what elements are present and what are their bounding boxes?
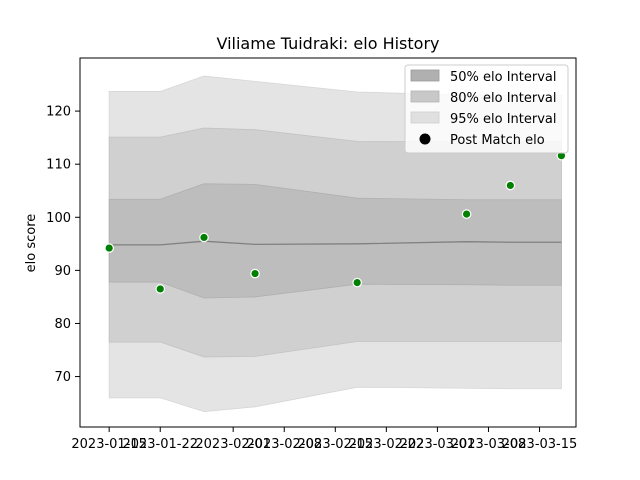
legend-label: 80% elo Interval xyxy=(450,91,557,106)
y-axis: 70 80 90 100 110 120 xyxy=(46,105,80,385)
legend-marker xyxy=(419,133,431,145)
x-tick-label: 2023-02-01 xyxy=(195,437,271,452)
x-tick-label: 2023-01-22 xyxy=(122,437,198,452)
x-tick-label: 2023-03-01 xyxy=(400,437,476,452)
post-match-point xyxy=(352,277,362,288)
legend-swatch xyxy=(410,111,440,124)
x-tick-label: 2023-01-15 xyxy=(71,437,147,452)
post-match-point xyxy=(155,284,166,294)
legend-swatch xyxy=(410,90,440,103)
x-tick-label: 2023-03-08 xyxy=(451,437,527,452)
post-match-point xyxy=(505,180,516,191)
x-tick-label: 2023-03-15 xyxy=(502,437,578,452)
y-tick-label: 90 xyxy=(54,264,71,279)
plot-frame xyxy=(79,57,577,428)
legend-box xyxy=(404,64,569,154)
x-tick-label: 2023-02-22 xyxy=(349,437,425,452)
plot-area xyxy=(104,75,567,413)
legend: 50% elo Interval 80% elo Interval 95% elo … xyxy=(404,64,569,154)
y-tick-label: 120 xyxy=(46,105,71,120)
post-match-point xyxy=(461,209,472,219)
legend-label: 95% elo Interval xyxy=(450,112,557,127)
chart-title: Viliame Tuidraki: elo History xyxy=(217,34,440,53)
post-match-point xyxy=(104,243,114,253)
band-50-area xyxy=(108,183,562,299)
y-tick-label: 110 xyxy=(46,158,71,173)
y-tick-label: 70 xyxy=(54,370,71,385)
legend-swatch xyxy=(410,69,440,82)
legend-label: 50% elo Interval xyxy=(450,70,557,85)
post-match-point xyxy=(199,232,209,243)
x-tick-label: 2023-02-08 xyxy=(246,437,322,452)
post-match-point xyxy=(250,268,260,279)
x-tick-label: 2023-02-15 xyxy=(298,437,374,452)
x-axis: 2023-01-152023-01-222023-02-012023-02-08… xyxy=(71,427,577,452)
y-axis-label: elo score xyxy=(24,214,39,273)
post-match-points xyxy=(104,150,567,294)
legend-label: Post Match elo xyxy=(450,133,545,148)
mean-line-group xyxy=(109,240,562,246)
y-tick-label: 80 xyxy=(54,317,71,332)
y-tick-label: 100 xyxy=(46,211,71,226)
mean-elo-line xyxy=(109,240,562,246)
